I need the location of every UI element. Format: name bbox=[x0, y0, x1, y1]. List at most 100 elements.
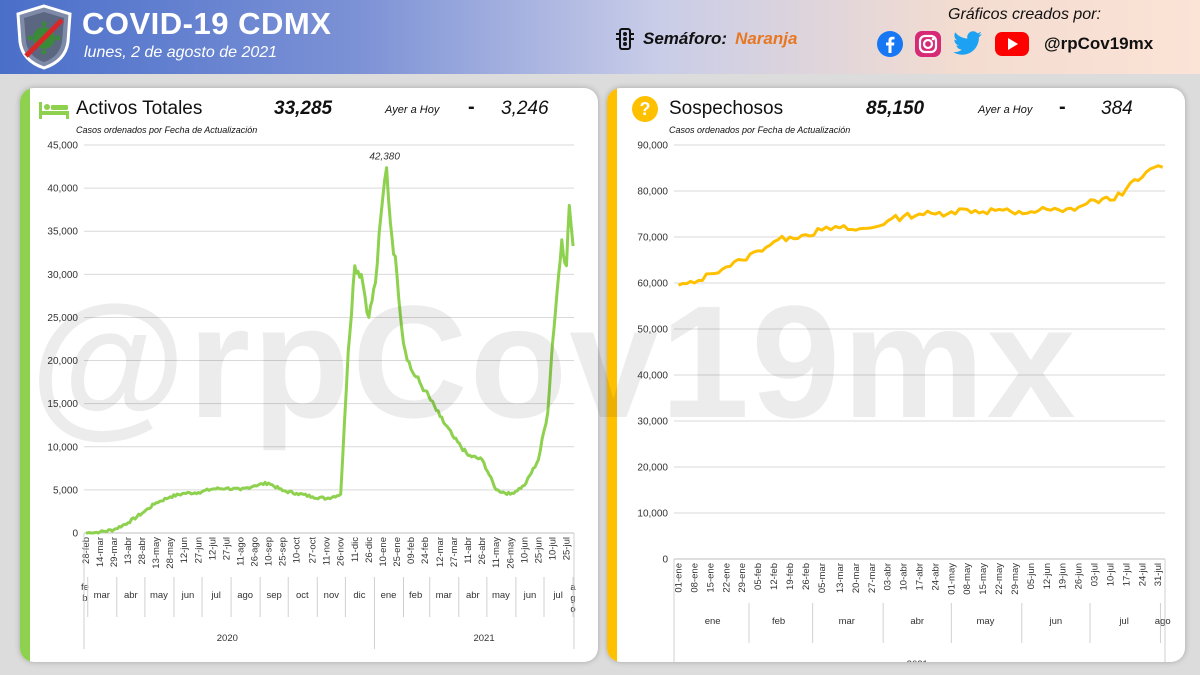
peak-label: 42,380 bbox=[369, 152, 400, 163]
x-tick-label: 11-abr bbox=[463, 537, 474, 564]
semaforo-label: Semáforo: bbox=[643, 29, 728, 48]
svg-text:?: ? bbox=[640, 99, 651, 119]
x-tick-label: 10-ene bbox=[378, 537, 389, 567]
x-tick-label: 11-nov bbox=[322, 537, 333, 566]
x-tick-label: 27-mar bbox=[867, 563, 878, 593]
x-tick-label: 26-may bbox=[505, 537, 516, 569]
delta-sign: - bbox=[1059, 96, 1066, 118]
month-label: jul bbox=[1118, 616, 1129, 627]
panel-total-value: 33,285 bbox=[274, 98, 333, 119]
x-tick-label: 31-jul bbox=[1153, 563, 1164, 586]
shield-virus-icon bbox=[16, 4, 72, 70]
instagram-icon[interactable] bbox=[914, 30, 942, 58]
x-tick-label: 12-mar bbox=[435, 537, 446, 567]
month-label: fe bbox=[81, 582, 89, 593]
chart-activos: 0 5,000 10,000 15,000 20,000 25,000 30,000 35,0… bbox=[47, 141, 576, 649]
month-label: may bbox=[976, 616, 994, 627]
x-tick-label: 26-ago bbox=[250, 537, 261, 567]
x-tick-label: 13-may bbox=[151, 537, 162, 569]
y-tick-label: 25,000 bbox=[47, 313, 78, 324]
x-tick-label: 19-jun bbox=[1058, 563, 1069, 589]
month-label: jul bbox=[210, 590, 221, 601]
panel-subtitle: Casos ordenados por Fecha de Actualizaci… bbox=[669, 125, 851, 135]
x-tick-label: 14-mar bbox=[95, 537, 106, 567]
x-tick-label: 17-abr bbox=[915, 563, 926, 590]
x-tick-label: 09-feb bbox=[406, 537, 417, 564]
y-tick-label: 10,000 bbox=[47, 442, 78, 453]
page-date: lunes, 2 de agosto de 2021 bbox=[84, 44, 278, 61]
x-tick-label: 12-jul bbox=[207, 537, 218, 560]
x-tick-label: 08-ene bbox=[689, 563, 700, 593]
x-tick-label: 28-feb bbox=[81, 537, 92, 564]
x-tick-label: 15-ene bbox=[705, 563, 716, 593]
month-label: may bbox=[492, 590, 510, 601]
panel-delta-value: 384 bbox=[1101, 98, 1133, 119]
x-tick-label: 03-abr bbox=[883, 563, 894, 590]
panel-sospechosos: ? Sospechosos 85,150 Ayer a Hoy - 384 Ca… bbox=[607, 88, 1185, 662]
month-label: abr bbox=[124, 590, 138, 601]
y-tick-label: 70,000 bbox=[637, 233, 668, 244]
x-tick-label: 10-abr bbox=[899, 563, 910, 590]
ayer-hoy-label: Ayer a Hoy bbox=[978, 104, 1033, 116]
x-tick-label: 24-feb bbox=[420, 537, 431, 564]
x-tick-label: 05-jun bbox=[1026, 563, 1037, 589]
year-label: 2020 bbox=[217, 633, 238, 644]
y-tick-label: 40,000 bbox=[47, 184, 78, 195]
facebook-icon[interactable] bbox=[876, 30, 904, 58]
twitter-icon[interactable] bbox=[952, 30, 984, 58]
bed-icon bbox=[39, 102, 69, 119]
month-label: mar bbox=[436, 590, 452, 601]
y-tick-label: 60,000 bbox=[637, 279, 668, 290]
social-handle[interactable]: @rpCov19mx bbox=[1044, 34, 1154, 53]
x-tick-label: 11-ago bbox=[235, 537, 246, 566]
year-label: 2021 bbox=[473, 633, 494, 644]
x-tick-label: 22-may bbox=[994, 563, 1005, 595]
month-label: jun bbox=[181, 590, 195, 601]
x-tick-label: 10-jun bbox=[519, 537, 530, 563]
x-tick-label: 28-may bbox=[165, 537, 176, 569]
x-tick-label: 24-abr bbox=[930, 563, 941, 590]
x-tick-label: 27-mar bbox=[449, 537, 460, 567]
semaforo-value: Naranja bbox=[735, 29, 798, 48]
panel-subtitle: Casos ordenados por Fecha de Actualizaci… bbox=[76, 125, 258, 135]
youtube-icon[interactable] bbox=[994, 31, 1030, 57]
x-tick-label: 13-mar bbox=[835, 563, 846, 593]
x-tick-label: 13-abr bbox=[123, 537, 134, 564]
x-tick-label: 01-may bbox=[946, 563, 957, 595]
x-tick-label: 26-jun bbox=[1074, 563, 1085, 589]
x-tick-label: 29-mar bbox=[109, 537, 120, 567]
y-tick-label: 35,000 bbox=[47, 227, 78, 238]
x-tick-label: 12-jun bbox=[1042, 563, 1053, 589]
x-tick-label: 20-mar bbox=[851, 563, 862, 593]
chart-sospechosos: 0 10,000 20,000 30,000 40,000 50,000 60,000 70,… bbox=[637, 141, 1171, 662]
x-tick-label: 25-ene bbox=[392, 537, 403, 567]
y-tick-label: 0 bbox=[72, 529, 78, 540]
series-line bbox=[677, 164, 1164, 287]
series-line bbox=[85, 166, 575, 535]
y-tick-label: 40,000 bbox=[637, 371, 668, 382]
month-label: oct bbox=[296, 590, 309, 601]
month-label: mar bbox=[94, 590, 110, 601]
x-tick-label: 26-abr bbox=[477, 537, 488, 564]
month-label: o bbox=[570, 604, 575, 615]
y-tick-label: 80,000 bbox=[637, 187, 668, 198]
month-label: jun bbox=[1049, 616, 1063, 627]
social-links: @rpCov19mx bbox=[876, 30, 1153, 58]
x-tick-label: 03-jul bbox=[1090, 563, 1101, 586]
x-tick-label: 12-feb bbox=[769, 563, 780, 590]
month-label: feb bbox=[409, 590, 422, 601]
x-tick-label: 05-mar bbox=[817, 563, 828, 593]
y-tick-label: 5,000 bbox=[53, 485, 78, 496]
y-tick-label: 90,000 bbox=[637, 141, 668, 152]
semaforo-status: Semáforo: Naranja bbox=[615, 28, 797, 50]
month-label: ago bbox=[1155, 616, 1171, 627]
x-tick-label: 27-jun bbox=[193, 537, 204, 563]
x-tick-label: 29-ene bbox=[737, 563, 748, 593]
x-tick-label: 10-jul bbox=[547, 537, 558, 560]
x-tick-label: 27-jul bbox=[221, 537, 232, 560]
x-tick-label: 12-jun bbox=[179, 537, 190, 563]
month-label: may bbox=[150, 590, 168, 601]
traffic-light-icon bbox=[616, 28, 634, 50]
x-tick-label: 26-feb bbox=[801, 563, 812, 590]
page-title: COVID-19 CDMX bbox=[82, 6, 332, 41]
